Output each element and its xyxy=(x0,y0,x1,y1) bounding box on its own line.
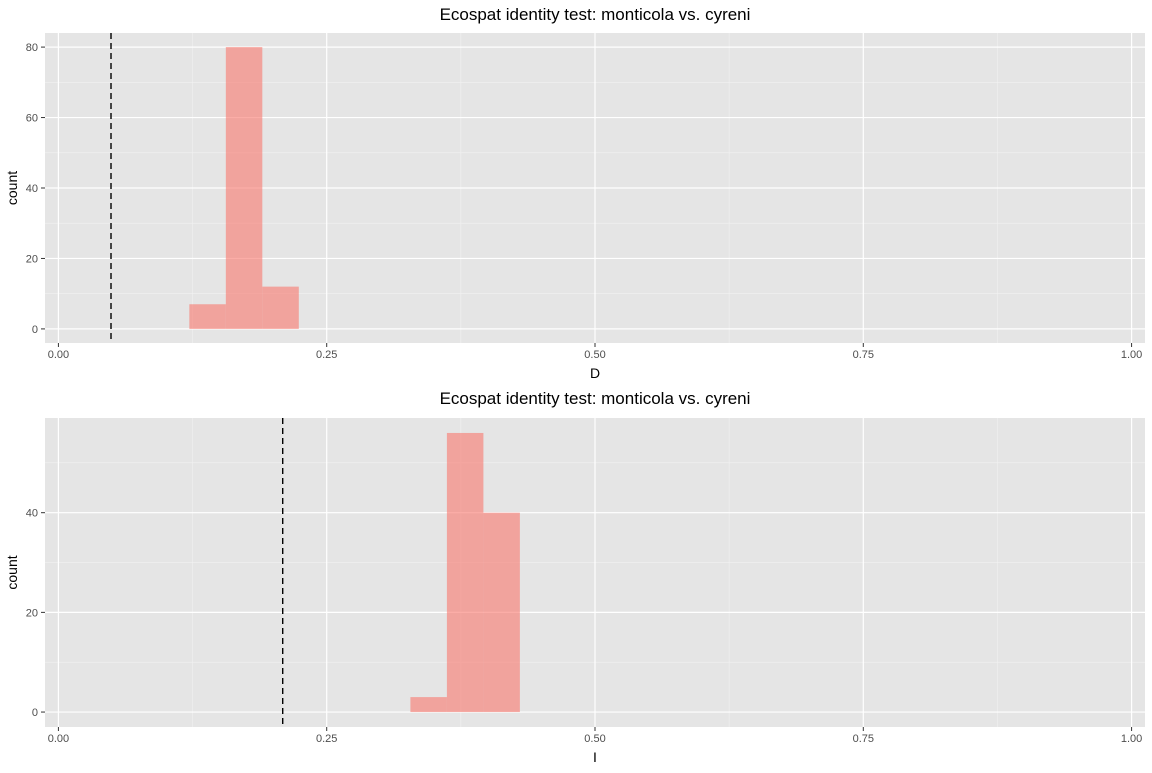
x-tick-label: 0.50 xyxy=(584,733,605,745)
x-tick-label: 0.75 xyxy=(853,349,874,361)
y-tick-label: 40 xyxy=(26,183,38,195)
y-tick-label: 20 xyxy=(26,607,38,619)
histogram-bar-1 xyxy=(410,697,447,713)
histogram-bar-2 xyxy=(446,432,484,713)
y-axis-title: count xyxy=(4,171,20,205)
x-tick-label: 0.25 xyxy=(316,733,337,745)
y-tick-label: 80 xyxy=(26,42,38,54)
y-axis-title: count xyxy=(4,555,20,589)
y-tick-label: 40 xyxy=(26,508,38,520)
x-tick-label: 0.00 xyxy=(48,349,69,361)
x-tick-label: 0.25 xyxy=(316,349,337,361)
chart-title: Ecospat identity test: monticola vs. cyr… xyxy=(440,5,751,24)
y-tick-label: 20 xyxy=(26,253,38,265)
histogram-bar-2 xyxy=(225,47,263,329)
x-axis-title: I xyxy=(593,749,597,765)
y-tick-label: 0 xyxy=(32,324,38,336)
x-tick-label: 0.75 xyxy=(853,733,874,745)
x-tick-label: 1.00 xyxy=(1121,733,1142,745)
y-tick-label: 60 xyxy=(26,113,38,125)
y-tick-label: 0 xyxy=(32,707,38,719)
chart-panel-2: 0.00 0.25 0.50 0.75 1.00 0 20 40 Ecospat identit… xyxy=(4,389,1145,765)
x-tick-label: 1.00 xyxy=(1121,349,1142,361)
chart-title: Ecospat identity test: monticola vs. cyr… xyxy=(440,389,751,408)
histogram-bar-1 xyxy=(189,304,226,329)
chart-panel-1: 0.00 0.25 0.50 0.75 1.00 0 20 40 60 80 Ecospat ide… xyxy=(4,5,1145,381)
x-axis-title: D xyxy=(590,365,600,381)
x-tick-label: 0.50 xyxy=(584,349,605,361)
x-tick-label: 0.00 xyxy=(48,733,69,745)
histogram-bar-3 xyxy=(483,512,520,713)
histogram-bar-3 xyxy=(262,286,299,329)
